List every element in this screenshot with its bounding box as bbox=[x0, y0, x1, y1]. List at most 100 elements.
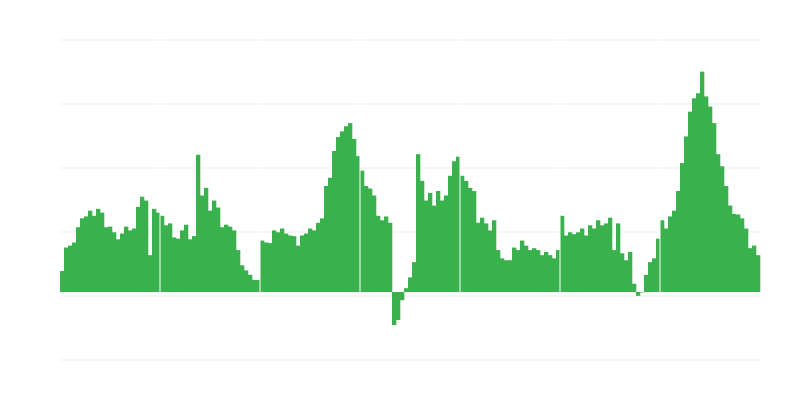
bar bbox=[732, 213, 737, 292]
bar bbox=[360, 170, 365, 292]
bar bbox=[380, 220, 385, 292]
bar bbox=[544, 251, 549, 292]
bar bbox=[236, 250, 241, 292]
bar bbox=[136, 206, 141, 292]
bar bbox=[560, 215, 565, 292]
bar bbox=[312, 230, 317, 292]
bar bbox=[492, 220, 497, 292]
bar bbox=[576, 232, 581, 292]
bar bbox=[320, 218, 325, 292]
bar bbox=[648, 262, 653, 292]
bar bbox=[708, 106, 713, 292]
bar bbox=[364, 185, 369, 292]
bar bbox=[300, 235, 305, 292]
bar bbox=[748, 248, 753, 292]
bar bbox=[636, 292, 641, 296]
bar bbox=[192, 236, 197, 292]
bar bbox=[664, 228, 669, 292]
bar bbox=[392, 292, 397, 326]
bar bbox=[512, 247, 517, 292]
bar bbox=[424, 200, 429, 292]
bar bbox=[348, 123, 353, 292]
bar bbox=[588, 225, 593, 292]
bar bbox=[256, 279, 261, 292]
bar bbox=[688, 111, 693, 292]
bar bbox=[296, 245, 301, 292]
bar bbox=[376, 215, 381, 292]
bar bbox=[436, 191, 441, 292]
bar bbox=[584, 235, 589, 292]
bar bbox=[564, 235, 569, 292]
bar bbox=[280, 228, 285, 292]
bar bbox=[516, 250, 521, 292]
bar bbox=[600, 225, 605, 292]
bar bbox=[224, 224, 229, 292]
bar bbox=[148, 255, 153, 292]
bar bbox=[124, 226, 129, 292]
bar bbox=[696, 93, 701, 293]
bar bbox=[344, 126, 349, 292]
bar bbox=[288, 235, 293, 292]
bar bbox=[716, 154, 721, 292]
bar bbox=[616, 223, 621, 292]
bar bbox=[672, 210, 677, 292]
bar bbox=[640, 292, 645, 293]
bar bbox=[712, 123, 717, 292]
bar bbox=[504, 260, 509, 292]
bar bbox=[400, 292, 405, 301]
bar bbox=[680, 163, 685, 292]
bar bbox=[284, 233, 289, 292]
bar bbox=[548, 255, 553, 292]
bar bbox=[188, 239, 193, 292]
bar bbox=[156, 212, 161, 292]
bar bbox=[432, 205, 437, 292]
bar bbox=[104, 227, 109, 292]
bar bbox=[632, 283, 637, 292]
bar bbox=[700, 71, 705, 292]
bar bbox=[520, 240, 525, 292]
separators bbox=[159, 30, 661, 292]
bar bbox=[356, 156, 361, 292]
bar bbox=[140, 196, 145, 292]
bar bbox=[416, 154, 421, 292]
bar bbox=[120, 233, 125, 292]
bar bbox=[276, 232, 281, 292]
bar bbox=[92, 215, 97, 292]
bar bbox=[444, 195, 449, 292]
bar bbox=[384, 216, 389, 292]
bar bbox=[184, 224, 189, 292]
bar bbox=[460, 175, 465, 292]
bar bbox=[68, 245, 73, 292]
bar bbox=[172, 237, 177, 292]
bar bbox=[528, 250, 533, 292]
bar bbox=[408, 277, 413, 292]
bar bbox=[472, 191, 477, 292]
bar bbox=[744, 228, 749, 292]
bar bbox=[536, 250, 541, 292]
bar bbox=[132, 228, 137, 292]
bar bbox=[728, 205, 733, 292]
bar bbox=[292, 236, 297, 292]
bar bbox=[160, 215, 165, 292]
bar bbox=[532, 248, 537, 292]
bar bbox=[668, 216, 673, 292]
bar bbox=[752, 245, 757, 292]
bar bbox=[96, 208, 101, 292]
bar bbox=[644, 274, 649, 292]
bar bbox=[60, 271, 65, 292]
bar bbox=[116, 239, 121, 292]
gridlines bbox=[60, 39, 760, 361]
bar bbox=[244, 270, 249, 292]
bar bbox=[568, 232, 573, 292]
bar bbox=[228, 226, 233, 292]
bar bbox=[484, 223, 489, 292]
bar bbox=[208, 210, 213, 292]
bar bbox=[112, 232, 117, 292]
bar bbox=[100, 212, 105, 292]
bar bbox=[592, 228, 597, 292]
bar bbox=[216, 207, 221, 292]
bar bbox=[372, 195, 377, 292]
bar bbox=[108, 226, 113, 292]
bar bbox=[388, 222, 393, 292]
bar bbox=[144, 200, 149, 292]
